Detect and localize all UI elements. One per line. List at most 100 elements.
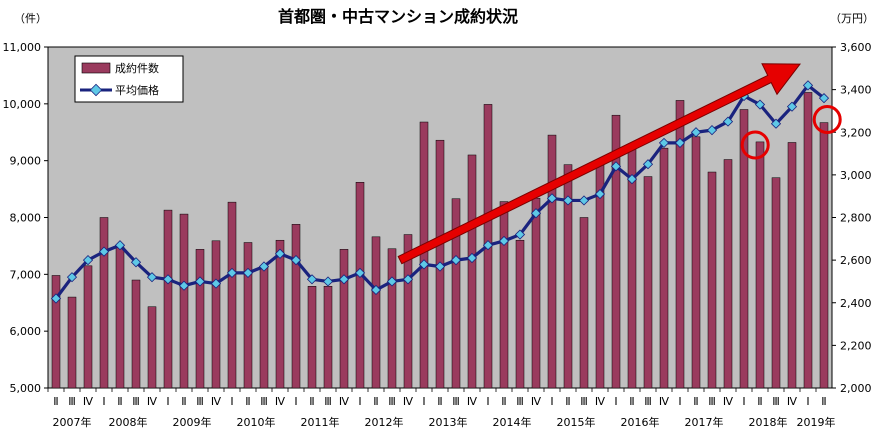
price-point [370,284,382,296]
bar [707,171,717,389]
price-point [754,99,766,110]
bar [259,266,269,389]
left-axis: 5,000 6,000 7,000 8,000 9,000 10,000 11,000 [3,41,48,395]
bar [499,201,509,389]
price-point [418,259,430,270]
bar [211,240,221,389]
right-tick-label: 2,800 [840,212,872,225]
right-tick-label: 2,000 [840,382,872,395]
bar [787,142,797,389]
quarter-label: Ⅲ [196,395,204,408]
quarter-label: Ⅱ [693,395,698,408]
bar [195,249,205,389]
bar [659,147,669,389]
bar [563,164,573,389]
quarter-label: Ⅳ [467,395,478,408]
bar [467,154,477,389]
price-point [322,276,334,287]
legend-line-marker [89,83,103,97]
price-point [194,276,206,287]
bar [227,201,237,389]
legend-label-avg-price: 平均価格 [115,83,159,97]
quarter-label: Ⅳ [659,395,670,408]
right-tick-label: 2,200 [840,339,872,352]
quarter-label: Ⅰ [486,395,489,408]
price-point [82,255,94,266]
price-point [530,208,542,219]
price-point [578,195,590,206]
quarter-label: Ⅲ [132,395,140,408]
bar [371,236,381,389]
quarter-label: Ⅰ [678,395,681,408]
quarter-label: Ⅰ [742,395,745,408]
year-label: 2017年 [685,415,724,429]
bar [99,217,109,389]
bar [323,286,333,389]
right-tick-label: 3,000 [840,169,872,182]
bar [803,92,813,389]
quarter-label: Ⅱ [501,395,506,408]
left-axis-unit: （件） [14,12,47,25]
price-point [258,261,270,272]
price-point [562,195,574,206]
bar [243,242,253,389]
year-label: 2010年 [237,415,276,429]
bar [515,239,525,389]
bar [675,100,685,389]
left-tick-label: 11,000 [3,41,42,54]
quarter-label: Ⅰ [230,395,233,408]
price-point [594,188,606,200]
quarter-label: Ⅲ [388,395,396,408]
bar [547,134,557,389]
price-point [450,255,462,266]
right-axis-unit: （万円） [830,12,874,25]
bar [291,224,301,389]
bar [531,197,541,389]
year-label: 2018年 [749,415,788,429]
price-point [386,276,398,287]
price-point [162,274,174,285]
quarter-label: Ⅳ [787,395,798,408]
legend: 成約件数 平均価格 [74,55,184,103]
bar [819,122,829,389]
annotations [397,63,842,265]
quarter-label: Ⅲ [68,395,76,408]
bar [691,136,701,389]
quarter-label: Ⅰ [358,395,361,408]
year-label: 2013年 [429,415,468,429]
price-point [210,278,222,289]
price-point [610,161,622,172]
bar [179,213,189,389]
bar [67,296,77,389]
year-label: 2009年 [173,415,212,429]
quarter-label: Ⅳ [83,395,94,408]
right-tick-label: 2,600 [840,254,872,267]
bar [115,246,125,389]
quarter-label: Ⅳ [595,395,606,408]
quarter-label: Ⅲ [516,395,524,408]
quarter-label: Ⅲ [580,395,588,408]
price-point [770,118,782,129]
quarter-label: Ⅳ [147,395,158,408]
quarter-label: Ⅱ [117,395,122,408]
quarter-label: Ⅳ [339,395,350,408]
quarter-label: Ⅲ [324,395,332,408]
price-point [354,267,366,279]
quarter-label: Ⅱ [309,395,314,408]
highlight-circle [812,104,842,134]
quarter-label: Ⅲ [708,395,716,408]
price-point [514,229,526,240]
right-tick-label: 3,200 [840,126,872,139]
quarter-label: Ⅱ [53,395,58,408]
legend-bar-swatch [81,62,111,74]
quarter-label: Ⅱ [757,395,762,408]
quarter-label: Ⅰ [614,395,617,408]
bar [643,176,653,389]
quarter-label: Ⅲ [772,395,780,408]
price-point [226,267,238,279]
price-point [178,280,190,291]
price-point [114,240,126,251]
left-tick-label: 8,000 [10,212,42,225]
quarter-label: Ⅲ [452,395,460,408]
